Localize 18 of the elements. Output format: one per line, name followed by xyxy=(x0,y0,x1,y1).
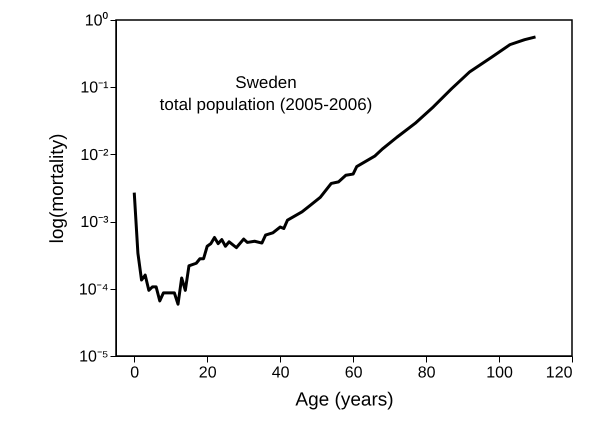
y-axis-title: log(mortality) xyxy=(46,134,68,244)
y-tick-label: 10⁻² xyxy=(80,146,110,164)
x-tick-label: 0 xyxy=(130,364,140,382)
y-tick-label: 10⁻¹ xyxy=(80,80,108,97)
y-tick-label: 10⁰ xyxy=(84,12,108,30)
x-tick-label: 20 xyxy=(198,364,217,382)
annotation: Sweden xyxy=(235,73,297,92)
x-tick-label: 40 xyxy=(272,364,290,382)
x-tick-label: 100 xyxy=(486,364,513,382)
x-axis-title: Age (years) xyxy=(295,390,394,410)
line-series xyxy=(132,35,538,306)
x-tick-label: 60 xyxy=(344,364,363,382)
y-tick-label: 10⁻⁵ xyxy=(79,348,108,366)
annotation: total population (2005-2006) xyxy=(160,95,372,114)
x-tick-label: 80 xyxy=(418,364,436,382)
y-tick-label: 10⁻⁴ xyxy=(78,281,109,298)
y-tick-label: 10⁻³ xyxy=(80,214,110,232)
x-tick-label: 120 xyxy=(546,364,573,382)
